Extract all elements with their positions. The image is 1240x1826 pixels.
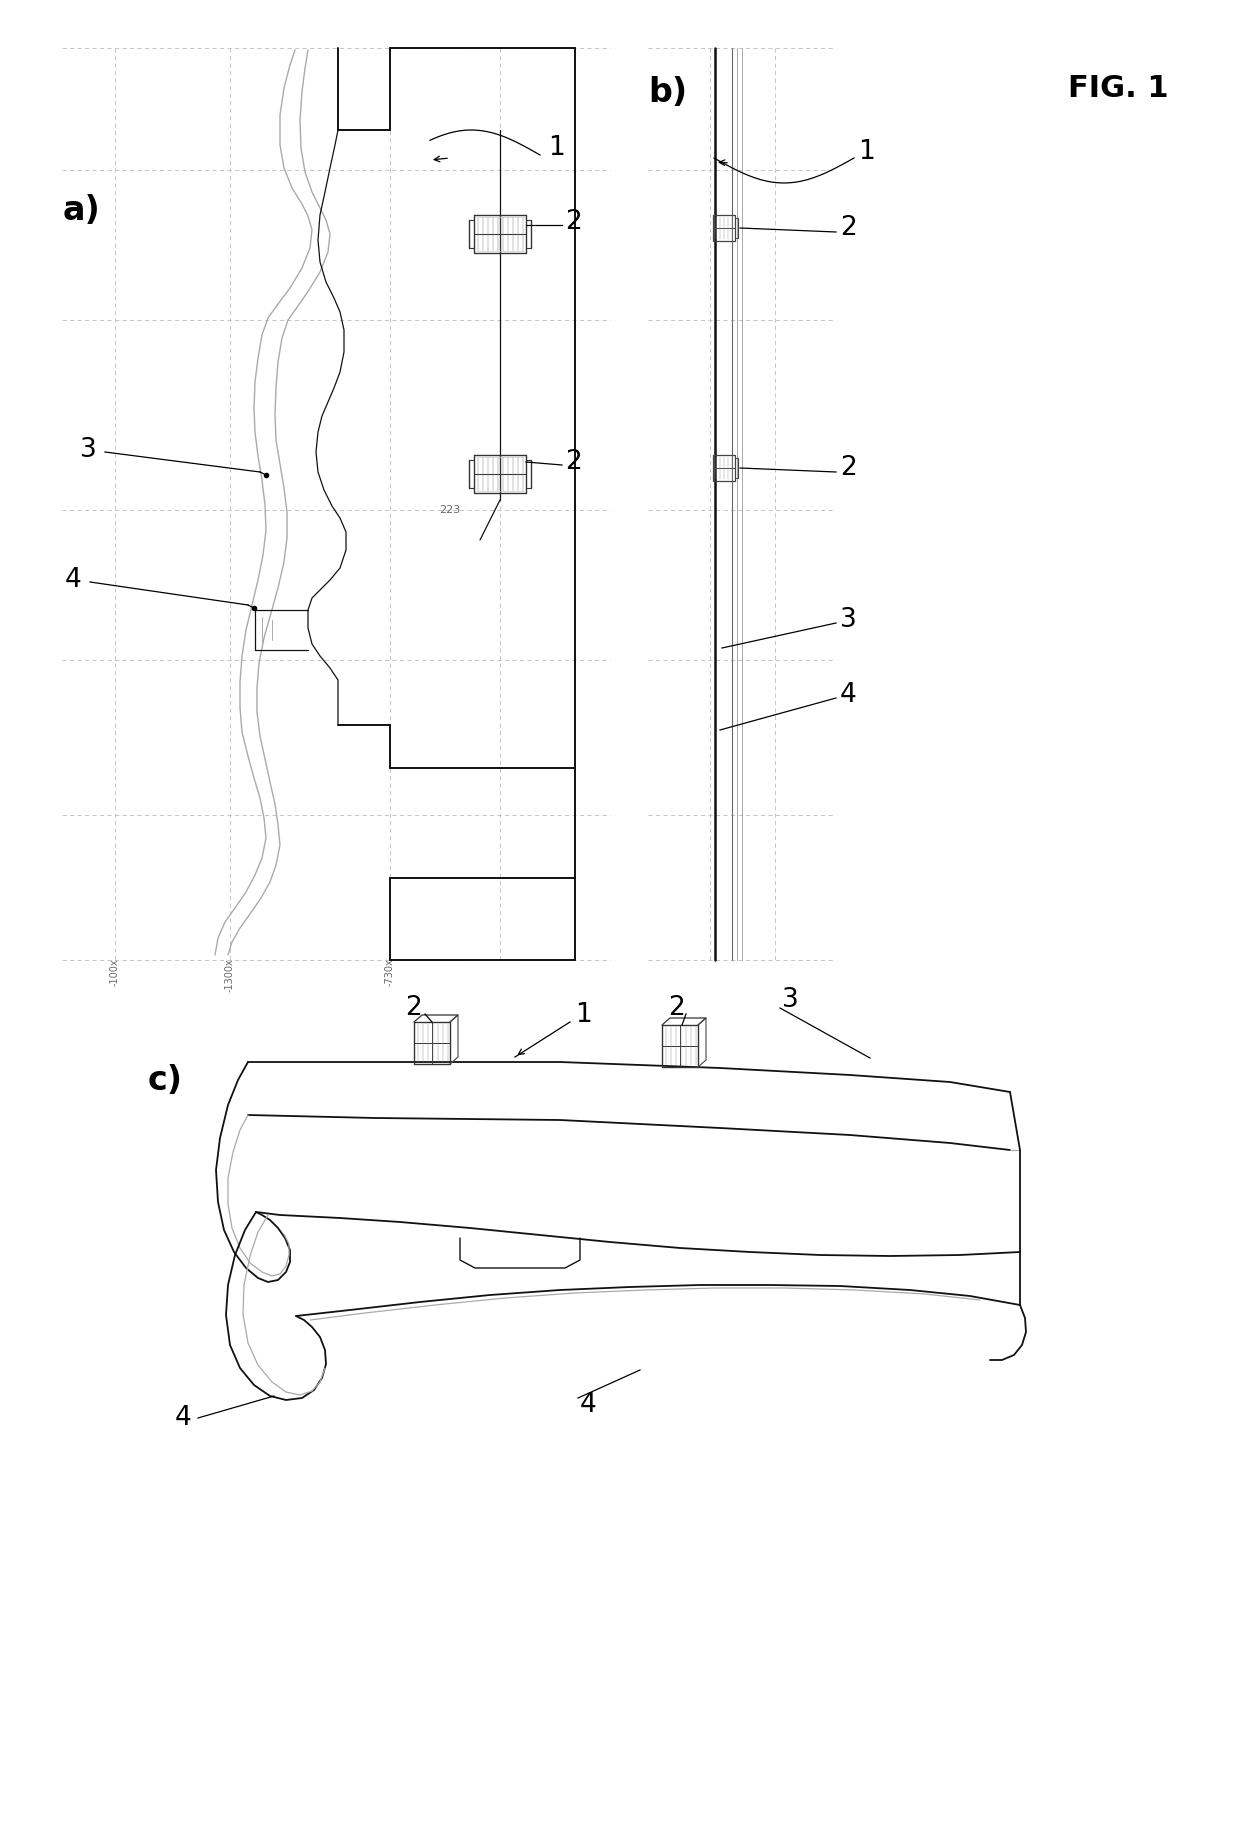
- Text: 4: 4: [839, 681, 857, 708]
- Text: 1: 1: [548, 135, 564, 161]
- Text: 2: 2: [405, 995, 422, 1021]
- Text: 2: 2: [668, 995, 684, 1021]
- Text: 3: 3: [81, 436, 97, 464]
- Text: -1300x: -1300x: [224, 959, 236, 992]
- Text: -730x: -730x: [384, 959, 396, 986]
- Text: 2: 2: [839, 215, 857, 241]
- Text: FIG. 1: FIG. 1: [1068, 73, 1168, 102]
- Text: 4: 4: [64, 568, 82, 593]
- Text: 2: 2: [839, 455, 857, 480]
- Text: 1: 1: [575, 1002, 591, 1028]
- Text: -100x: -100x: [110, 959, 120, 986]
- Text: 4: 4: [580, 1391, 596, 1419]
- Text: c): c): [148, 1063, 184, 1096]
- Text: 223: 223: [439, 506, 460, 515]
- Text: b): b): [649, 75, 687, 108]
- Text: 2: 2: [565, 449, 582, 475]
- Text: 2: 2: [565, 208, 582, 236]
- Text: 1: 1: [858, 139, 874, 164]
- Text: 3: 3: [839, 606, 857, 634]
- Text: 3: 3: [782, 988, 799, 1013]
- Text: a): a): [63, 194, 100, 226]
- Text: 4: 4: [175, 1404, 192, 1432]
